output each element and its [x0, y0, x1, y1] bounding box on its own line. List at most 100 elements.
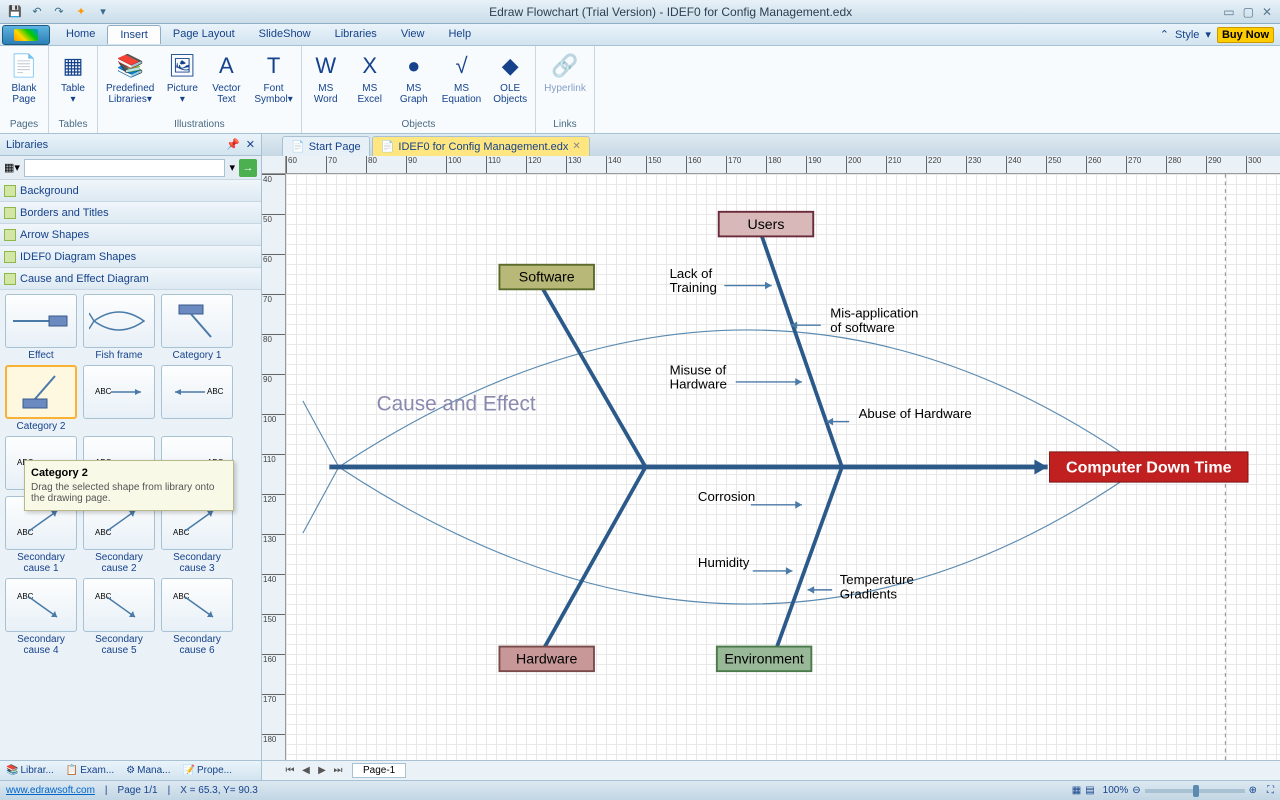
ribbon-btn-ms[interactable]: ●MSGraph — [392, 48, 436, 107]
lib-category[interactable]: Arrow Shapes — [0, 224, 261, 246]
zoom-slider[interactable] — [1145, 789, 1245, 793]
bottom-tab[interactable]: 📋Exam... — [60, 765, 120, 776]
menu-libraries[interactable]: Libraries — [323, 25, 389, 44]
shape-item[interactable]: ABC — [160, 365, 234, 432]
ruler-tick: 200 — [846, 156, 861, 174]
ribbon-btn-ms[interactable]: XMSExcel — [348, 48, 392, 107]
tab-icon: 📚 — [6, 765, 18, 776]
go-button[interactable]: → — [239, 159, 257, 177]
shape-item[interactable]: ABC — [82, 365, 156, 432]
ruler-tick: 260 — [1086, 156, 1101, 174]
ribbon-btn-predefined[interactable]: 📚PredefinedLibraries▾ — [100, 48, 160, 107]
ruler-tick: 90 — [262, 374, 286, 384]
bottom-tab[interactable]: 📝Prope... — [177, 765, 238, 776]
shape-item[interactable]: Category 2 — [4, 365, 78, 432]
ribbon-btn-ole[interactable]: ◆OLEObjects — [487, 48, 533, 107]
ruler-tick: 70 — [262, 294, 286, 304]
lib-menu-icon[interactable]: ▦▾ — [4, 161, 20, 174]
canvas[interactable]: Computer Down TimeCause and EffectSoftwa… — [286, 174, 1280, 760]
buy-now-button[interactable]: Buy Now — [1217, 27, 1274, 43]
ruler-tick: 270 — [1126, 156, 1141, 174]
shape-item[interactable]: Effect — [4, 294, 78, 361]
status-url[interactable]: www.edrawsoft.com — [6, 785, 95, 796]
zoom-in-icon[interactable]: ⊕ — [1249, 785, 1257, 796]
lib-category[interactable]: Borders and Titles — [0, 202, 261, 224]
save-icon[interactable]: 💾 — [6, 3, 24, 21]
last-page-icon[interactable]: ⏭ — [330, 765, 346, 776]
next-page-icon[interactable]: ▶ — [314, 765, 330, 776]
doc-icon: 📄 — [381, 140, 395, 153]
ruler-tick: 170 — [726, 156, 741, 174]
shape-item[interactable]: Category 1 — [160, 294, 234, 361]
view-icon[interactable]: ▦ — [1072, 785, 1081, 796]
lib-category[interactable]: Cause and Effect Diagram — [0, 268, 261, 290]
ribbon-btn-blank[interactable]: 📄BlankPage — [2, 48, 46, 107]
shape-label: Secondarycause 5 — [95, 634, 143, 656]
redo-icon[interactable]: ↷ — [50, 3, 68, 21]
first-page-icon[interactable]: ⏮ — [282, 765, 298, 776]
shape-item[interactable]: ABCSecondarycause 5 — [82, 578, 156, 656]
ribbon-btn-label: VectorText — [212, 83, 240, 105]
shape-item[interactable]: ABCSecondarycause 4 — [4, 578, 78, 656]
statusbar: www.edrawsoft.com | Page 1/1 | X = 65.3,… — [0, 780, 1280, 800]
doc-tab[interactable]: 📄Start Page — [282, 136, 370, 156]
shape-item[interactable]: Fish frame — [82, 294, 156, 361]
qat-dropdown-icon[interactable]: ▾ — [94, 3, 112, 21]
panel-close-icon[interactable]: ✕ — [246, 138, 255, 151]
ruler-tick: 140 — [606, 156, 621, 174]
ribbon-btn-ms[interactable]: WMSWord — [304, 48, 348, 107]
menu-help[interactable]: Help — [436, 25, 483, 44]
ribbon-btn-font[interactable]: TFontSymbol▾ — [248, 48, 298, 107]
close-icon[interactable]: ✕ — [1262, 5, 1272, 19]
pin-icon[interactable]: 📌 — [226, 138, 240, 151]
bottom-tab[interactable]: ⚙Mana... — [120, 765, 176, 776]
style-dropdown-icon[interactable]: ▾ — [1205, 28, 1211, 41]
ruler-tick: 250 — [1046, 156, 1061, 174]
page-tab[interactable]: Page-1 — [352, 763, 406, 778]
svg-text:ABC: ABC — [95, 387, 112, 396]
style-label[interactable]: Style — [1175, 29, 1199, 41]
chevron-up-icon[interactable]: ⌃ — [1160, 28, 1169, 41]
lib-category[interactable]: Background — [0, 180, 261, 202]
minimize-icon[interactable]: ▭ — [1223, 5, 1234, 19]
zoom-out-icon[interactable]: ⊖ — [1132, 785, 1140, 796]
menubar: HomeInsertPage LayoutSlideShowLibrariesV… — [0, 24, 1280, 46]
undo-icon[interactable]: ↶ — [28, 3, 46, 21]
ribbon-icon: A — [210, 50, 242, 82]
titlebar: 💾 ↶ ↷ ✦ ▾ Edraw Flowchart (Trial Version… — [0, 0, 1280, 24]
ribbon-icon: X — [354, 50, 386, 82]
shape-item[interactable]: ABCSecondarycause 6 — [160, 578, 234, 656]
category-icon — [4, 207, 16, 219]
fit-icon[interactable]: ⛶ — [1267, 785, 1274, 796]
svg-text:Lack of: Lack of — [670, 266, 713, 281]
doc-tab[interactable]: 📄IDEF0 for Config Management.edx✕ — [372, 136, 590, 156]
ribbon-btn-picture[interactable]: 🖼Picture▾ — [160, 48, 204, 107]
prev-page-icon[interactable]: ◀ — [298, 765, 314, 776]
diagram: Computer Down TimeCause and EffectSoftwa… — [286, 174, 1280, 760]
menu-page-layout[interactable]: Page Layout — [161, 25, 247, 44]
category-label: Cause and Effect Diagram — [20, 273, 149, 285]
maximize-icon[interactable]: ▢ — [1243, 5, 1254, 19]
document-tabs: 📄Start Page📄IDEF0 for Config Management.… — [262, 134, 1280, 156]
menu-insert[interactable]: Insert — [107, 25, 161, 44]
ribbon-btn-table[interactable]: ▦Table▾ — [51, 48, 95, 107]
menu-view[interactable]: View — [389, 25, 437, 44]
search-input[interactable] — [24, 159, 226, 177]
category-label: Arrow Shapes — [20, 229, 89, 241]
app-button[interactable] — [2, 25, 50, 45]
ruler-tick: 100 — [262, 414, 286, 424]
menu-home[interactable]: Home — [54, 25, 107, 44]
ribbon-btn-label: BlankPage — [11, 83, 36, 105]
bottom-tab[interactable]: 📚Librar... — [0, 765, 60, 776]
search-dropdown-icon[interactable]: ▾ — [229, 161, 235, 174]
view-icon-2[interactable]: ▤ — [1085, 785, 1094, 796]
tab-close-icon[interactable]: ✕ — [572, 141, 580, 152]
panel-header: Libraries 📌 ✕ — [0, 134, 261, 156]
panel-bottom-tabs: 📚Librar...📋Exam...⚙Mana...📝Prope... — [0, 760, 261, 780]
menu-slideshow[interactable]: SlideShow — [247, 25, 323, 44]
qat-icon[interactable]: ✦ — [72, 3, 90, 21]
ribbon-btn-hyperlink: 🔗Hyperlink — [538, 48, 592, 96]
ribbon-btn-vector[interactable]: AVectorText — [204, 48, 248, 107]
lib-category[interactable]: IDEF0 Diagram Shapes — [0, 246, 261, 268]
ribbon-btn-ms[interactable]: √MSEquation — [436, 48, 487, 107]
